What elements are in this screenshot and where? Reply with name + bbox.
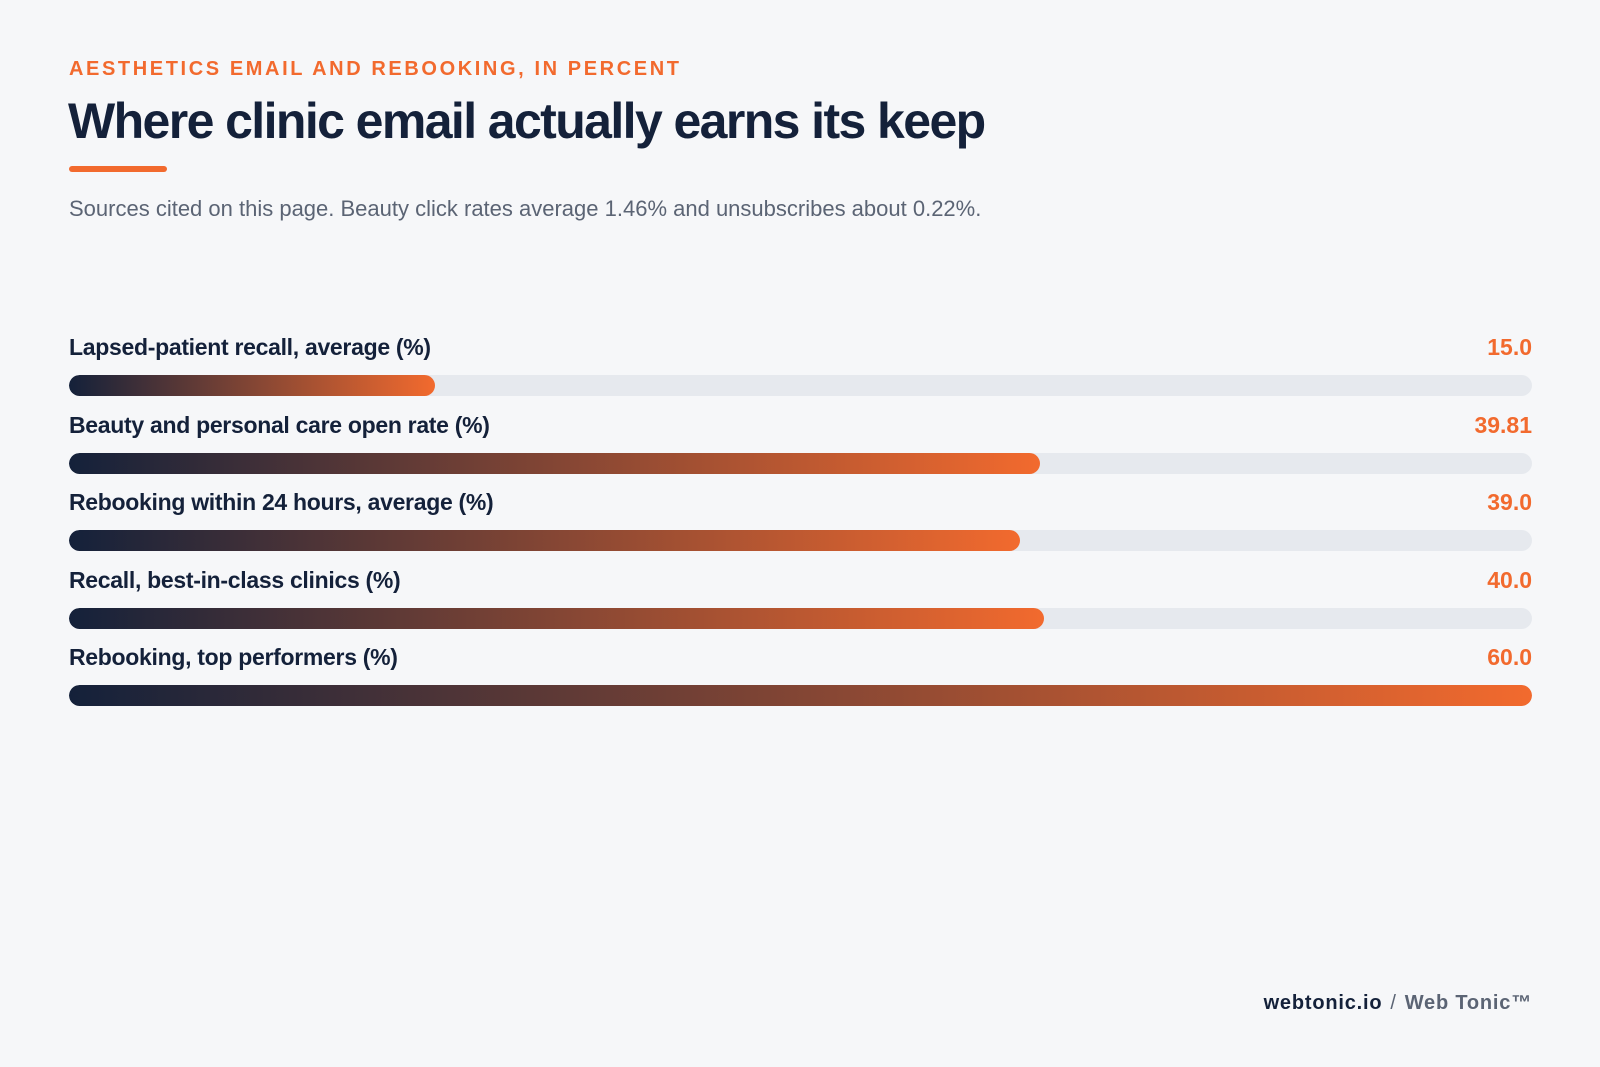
bar-chart: Lapsed-patient recall, average (%) 15.0 Be… — [69, 334, 1532, 722]
footer-credit: webtonic.io / Web Tonic™ — [1264, 992, 1532, 1015]
bar-label: Beauty and personal care open rate (%) — [69, 411, 490, 438]
bar-row: Rebooking, top performers (%) 60.0 — [69, 644, 1532, 722]
title-accent-rule — [69, 166, 167, 172]
bar-value-label: 39.81 — [1474, 411, 1532, 438]
bar-row: Lapsed-patient recall, average (%) 15.0 — [69, 334, 1532, 412]
bar-label: Lapsed-patient recall, average (%) — [69, 334, 431, 360]
bar — [69, 452, 1040, 474]
chart-subtitle: Sources cited on this page. Beauty click… — [69, 196, 982, 221]
bar-value-label: 15.0 — [1487, 334, 1532, 360]
bar — [69, 530, 1020, 551]
bar-label: Rebooking within 24 hours, average (%) — [69, 489, 494, 515]
footer-separator: / — [1390, 992, 1397, 1014]
bar-track — [69, 375, 1532, 396]
bar — [69, 607, 1045, 629]
bar-row: Beauty and personal care open rate (%) 39… — [69, 412, 1532, 490]
bar — [69, 685, 1532, 706]
bar-value-label: 39.0 — [1487, 489, 1532, 515]
footer-domain: webtonic.io — [1263, 992, 1383, 1014]
bar-label: Rebooking, top performers (%) — [69, 644, 398, 670]
chart-eyebrow: AESTHETICS EMAIL AND REBOOKING, IN PERCE… — [69, 58, 682, 80]
bar-value-label: 40.0 — [1487, 566, 1532, 593]
bar-row: Rebooking within 24 hours, average (%) 39… — [69, 489, 1532, 567]
bar-track — [69, 607, 1532, 629]
bar-value-label: 60.0 — [1487, 644, 1532, 670]
bar-track — [69, 685, 1532, 706]
bar-track — [69, 530, 1532, 551]
bar-track — [69, 452, 1532, 474]
bar — [69, 375, 435, 396]
bar-row: Recall, best-in-class clinics (%) 40.0 — [69, 567, 1532, 645]
page-title: Where clinic email actually earns its ke… — [68, 93, 986, 149]
bar-label: Recall, best-in-class clinics (%) — [69, 566, 401, 593]
footer-brand: Web Tonic™ — [1404, 992, 1532, 1014]
